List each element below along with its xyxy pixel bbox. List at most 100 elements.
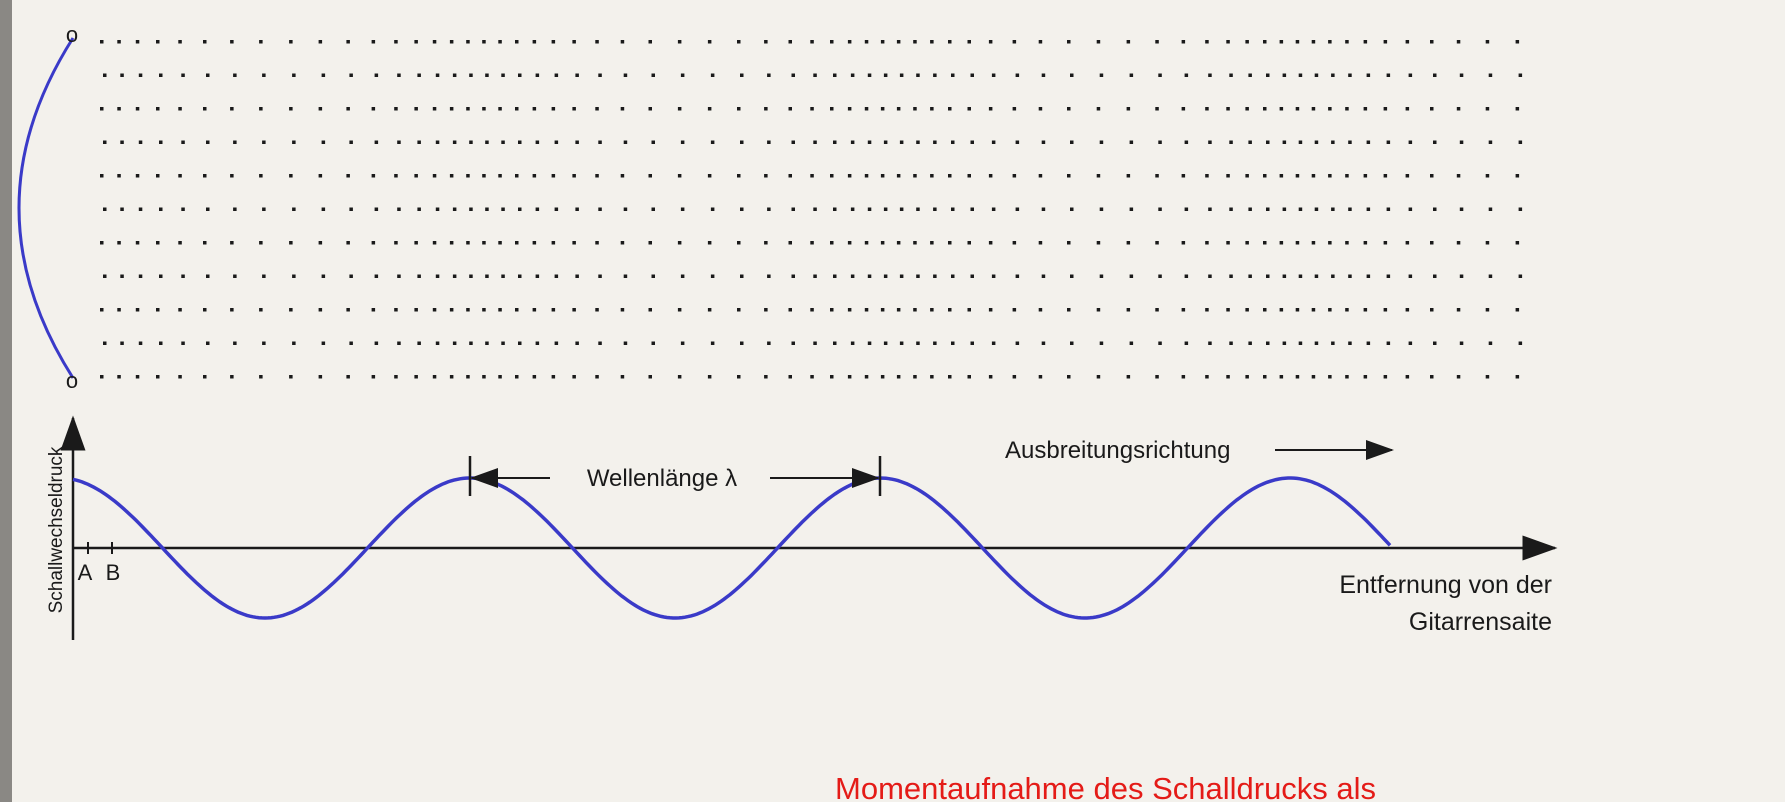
- particle: [103, 275, 107, 279]
- particle: [120, 342, 124, 346]
- particle: [948, 174, 952, 178]
- particle: [810, 375, 814, 379]
- particle: [1185, 275, 1189, 279]
- particle: [453, 275, 457, 279]
- particle: [1406, 174, 1410, 178]
- particle: [1486, 107, 1490, 111]
- particle: [1384, 107, 1388, 111]
- particle: [598, 74, 602, 78]
- particle: [649, 40, 653, 44]
- particle: [349, 74, 353, 78]
- particle: [1097, 308, 1101, 312]
- particle: [1331, 342, 1335, 346]
- particle: [159, 208, 163, 212]
- particle: [1283, 342, 1287, 346]
- particle: [206, 275, 210, 279]
- particle: [1042, 208, 1046, 212]
- particle: [453, 141, 457, 145]
- particle: [649, 241, 653, 245]
- particle: [100, 107, 104, 111]
- particle: [533, 174, 537, 178]
- particle: [433, 375, 437, 379]
- particle: [933, 74, 937, 78]
- particle: [813, 74, 817, 78]
- particle: [433, 40, 437, 44]
- particle: [916, 208, 920, 212]
- particle: [1406, 308, 1410, 312]
- particle: [1489, 342, 1493, 346]
- particle: [1457, 308, 1461, 312]
- particle: [117, 375, 121, 379]
- particle: [1367, 141, 1371, 145]
- particle: [595, 107, 599, 111]
- particle: [136, 40, 140, 44]
- particle: [1516, 40, 1520, 44]
- particle: [289, 308, 293, 312]
- particle: [900, 275, 904, 279]
- particle: [740, 275, 744, 279]
- particle: [117, 174, 121, 178]
- particle: [948, 241, 952, 245]
- particle: [292, 208, 296, 212]
- particle: [156, 308, 160, 312]
- particle: [1315, 74, 1319, 78]
- particle: [789, 174, 793, 178]
- direction-label: Ausbreitungsrichtung: [1005, 437, 1230, 464]
- particle: [346, 174, 350, 178]
- particle: [436, 74, 440, 78]
- particle: [1205, 241, 1209, 245]
- particle: [1266, 208, 1270, 212]
- particle: [136, 241, 140, 245]
- particle: [375, 342, 379, 346]
- particle: [1387, 141, 1391, 145]
- particle: [515, 375, 519, 379]
- particle: [708, 107, 712, 111]
- particle: [575, 74, 579, 78]
- particle: [1205, 308, 1209, 312]
- particle: [884, 208, 888, 212]
- particle: [1283, 141, 1287, 145]
- particle: [848, 308, 852, 312]
- point-a: A: [78, 560, 93, 585]
- particle: [1364, 174, 1368, 178]
- particle: [397, 342, 401, 346]
- particle: [453, 342, 457, 346]
- particle: [501, 275, 505, 279]
- particle: [678, 40, 682, 44]
- particle: [349, 275, 353, 279]
- particle: [1430, 375, 1434, 379]
- particle: [1130, 342, 1134, 346]
- particle: [810, 107, 814, 111]
- particle: [865, 375, 869, 379]
- particle: [916, 275, 920, 279]
- particle: [262, 342, 266, 346]
- background: [0, 0, 1785, 802]
- particle: [433, 308, 437, 312]
- particle: [1070, 208, 1074, 212]
- particle: [103, 342, 107, 346]
- particle: [498, 107, 502, 111]
- particle: [394, 308, 398, 312]
- particle: [1127, 308, 1131, 312]
- particle: [868, 275, 872, 279]
- particle: [764, 107, 768, 111]
- particle: [1229, 208, 1233, 212]
- particle: [652, 141, 656, 145]
- particle: [536, 275, 540, 279]
- particle: [989, 174, 993, 178]
- particle: [652, 275, 656, 279]
- particle: [598, 275, 602, 279]
- particle: [1097, 375, 1101, 379]
- particle: [1283, 208, 1287, 212]
- particle: [533, 375, 537, 379]
- particle: [1182, 241, 1186, 245]
- y-axis-label: Schallwechseldruck: [46, 446, 67, 613]
- particle: [652, 342, 656, 346]
- particle: [466, 174, 470, 178]
- particle: [436, 141, 440, 145]
- particle: [552, 40, 556, 44]
- particle: [971, 141, 975, 145]
- particle: [1296, 40, 1300, 44]
- particle: [289, 107, 293, 111]
- particle: [433, 241, 437, 245]
